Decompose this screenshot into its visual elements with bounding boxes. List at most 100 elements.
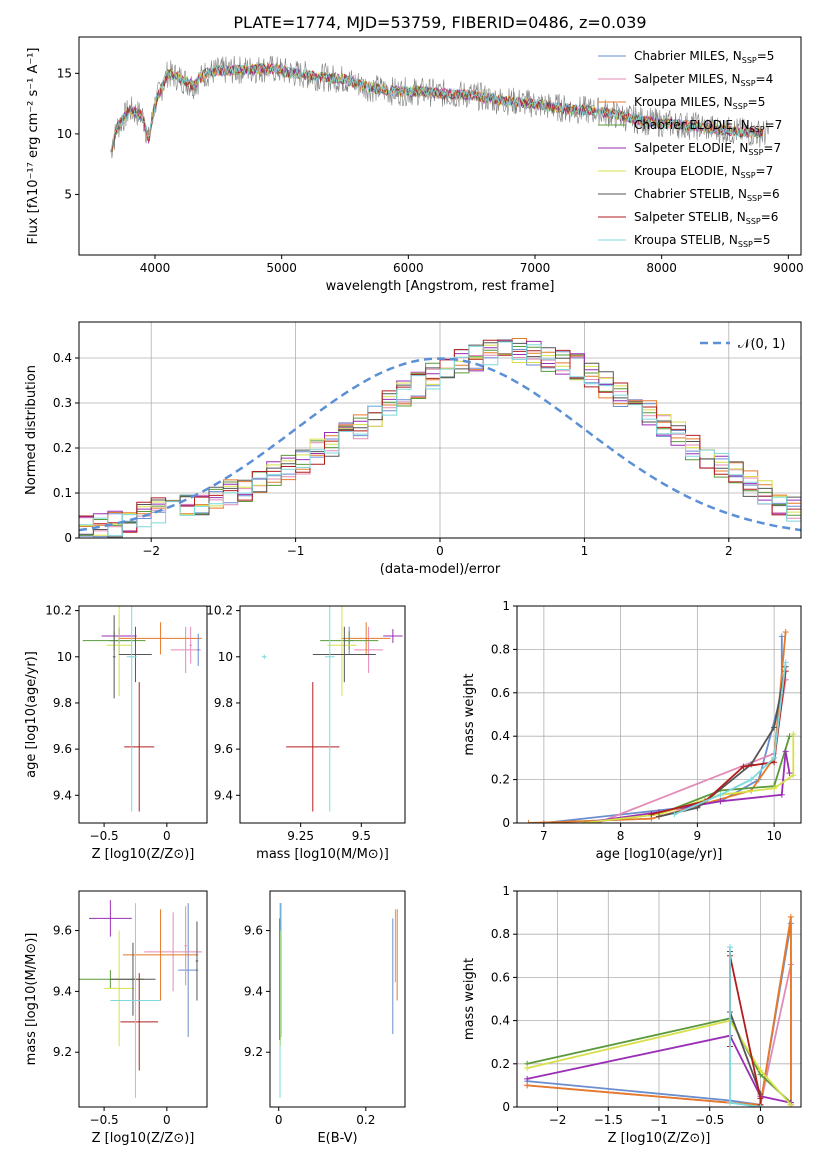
weight-point-marker — [727, 944, 733, 951]
axes-frame — [516, 605, 802, 824]
weight-point-marker — [757, 1095, 764, 1102]
y-axis-label: Flux [fλ10⁻¹⁷ erg cm⁻² s⁻¹ A⁻¹] — [26, 48, 41, 245]
y-tick-label: 15 — [57, 66, 72, 80]
weight-series-line — [582, 751, 791, 823]
weight-point-marker — [782, 629, 789, 636]
panel-weight_vs_Z: −2 −1.5 −1 −0.5 0 0 0.2 0.4 0.6 0.8 1 Z [log10(Z/Z⊙… — [462, 884, 802, 1146]
axes-frame — [269, 890, 406, 1108]
weight-series-line — [543, 636, 783, 823]
x-axis-label: wavelength [Angstrom, rest frame] — [326, 279, 555, 294]
x-tick-label: 7 — [540, 829, 548, 843]
weight-point-marker — [757, 1104, 764, 1107]
y-tick-label: 9.6 — [53, 924, 72, 938]
y-tick-label: 5 — [64, 187, 72, 201]
axes-frame — [78, 321, 802, 539]
y-tick-label: 9.6 — [214, 742, 233, 756]
x-tick-label: −2 — [549, 1113, 567, 1127]
x-tick-label: 7000 — [520, 261, 551, 275]
plot-area — [110, 55, 770, 159]
x-tick-label: −1.5 — [594, 1113, 623, 1127]
weight-series-line — [526, 1019, 792, 1106]
y-tick-label: 9.2 — [53, 1045, 72, 1059]
weight-point-marker — [790, 772, 797, 779]
x-tick-label: 2 — [725, 544, 733, 558]
weight-point-marker — [656, 813, 662, 820]
y-tick-label: 9.4 — [214, 788, 233, 802]
weight-point-marker — [717, 791, 724, 798]
x-axis-label: mass [log10(M/M⊙)] — [256, 847, 389, 862]
weight-point-marker — [524, 1065, 531, 1072]
x-tick-label: 8000 — [646, 261, 677, 275]
panel-weight_vs_age: 7 8 9 10 0 0.2 0.4 0.6 0.8 1 age [log10(age/yr)] ma… — [462, 599, 802, 862]
y-tick-label: 9.6 — [244, 924, 263, 938]
y-tick-label: 0.8 — [491, 642, 510, 656]
axes-frame — [78, 890, 208, 1108]
weight-point-marker — [782, 659, 789, 666]
plot-area — [82, 606, 202, 812]
x-axis-label: (data-model)/error — [380, 562, 501, 577]
x-tick-label: 9 — [694, 829, 702, 843]
legend-entry-label: Kroupa STELIB, NSSP=5 — [634, 233, 771, 249]
legend-entry-label: Chabrier ELODIE, NSSP=7 — [634, 118, 782, 134]
weight-point-marker — [727, 1099, 733, 1106]
weight-series-line — [582, 734, 795, 823]
weight-point-marker — [778, 633, 785, 640]
axes-frame — [516, 890, 802, 1108]
weight-point-marker — [740, 763, 747, 770]
panel-spectrum: 4000 5000 6000 7000 8000 9000 5 10 15 wavelength … — [26, 36, 804, 294]
panel-residuals: −2 −1 0 1 2 0 0.1 0.2 0.3 0.4 (data-model)/error No… — [24, 321, 802, 577]
weight-point-marker — [782, 748, 789, 755]
y-tick-label: 0.2 — [491, 1057, 510, 1071]
y-axis-label: mass [log10(M/M⊙)] — [24, 933, 39, 1066]
x-tick-label: 6000 — [393, 261, 424, 275]
y-tick-label: 9.6 — [53, 742, 72, 756]
y-axis-label: Normed distribution — [24, 365, 39, 495]
weight-point-marker — [757, 1067, 764, 1074]
y-tick-label: 0 — [502, 816, 510, 830]
x-tick-label: 1 — [581, 544, 589, 558]
legend-entry-label: Salpeter MILES, NSSP=4 — [634, 72, 773, 88]
panel-age_vs_mass: 9.25 9.5 9.4 9.6 9.8 10 10.2 mass [log10(M/M⊙)] — [206, 604, 406, 862]
y-tick-label: 10 — [218, 650, 233, 664]
plot-area — [79, 338, 801, 538]
weight-point-marker — [790, 731, 797, 738]
y-tick-label: 9.4 — [53, 788, 72, 802]
y-tick-label: 0.2 — [53, 441, 72, 455]
x-tick-label: 9.5 — [352, 829, 371, 843]
x-tick-label: 9000 — [773, 261, 804, 275]
weight-point-marker — [778, 791, 785, 798]
y-tick-label: 9.4 — [244, 984, 263, 998]
y-tick-label: 9.2 — [244, 1045, 263, 1059]
y-tick-label: 0.4 — [53, 351, 72, 365]
legend-entry-label: Chabrier STELIB, NSSP=6 — [634, 187, 780, 203]
histogram-series — [79, 341, 801, 538]
x-tick-label: −1 — [650, 1113, 668, 1127]
x-tick-label: 0 — [163, 829, 171, 843]
weight-point-marker — [771, 724, 778, 731]
weight-series-line — [729, 947, 761, 1107]
weight-point-marker — [524, 1082, 531, 1089]
x-tick-label: 4000 — [140, 261, 171, 275]
plot-area — [279, 903, 398, 1098]
weight-point-marker — [525, 820, 532, 823]
x-axis-label: Z [log10(Z/Z⊙)] — [608, 1131, 711, 1146]
model-spectrum-line — [111, 62, 764, 147]
axes-frame — [239, 605, 406, 824]
panel-mass_vs_EBV: 0 0.2 9.2 9.4 9.6 E(B-V) — [244, 890, 406, 1146]
weight-point-marker — [671, 811, 678, 818]
y-tick-label: 10 — [57, 650, 72, 664]
y-tick-label: 9.4 — [53, 984, 72, 998]
y-tick-label: 9.8 — [53, 696, 72, 710]
y-tick-label: 0.3 — [53, 396, 72, 410]
weight-point-marker — [771, 754, 778, 761]
gaussian-curve — [79, 357, 801, 532]
legend-entry-label: Salpeter ELODIE, NSSP=7 — [634, 141, 781, 157]
axes-frame — [78, 605, 208, 824]
model-spectrum-line — [111, 63, 764, 152]
weight-point-marker — [694, 804, 701, 811]
legend-entry-label: Kroupa MILES, NSSP=5 — [634, 95, 765, 111]
panel-age_vs_Z: −0.5 0 9.4 9.6 9.8 10 10.2 Z [log10(Z/Z⊙)] age [… — [24, 604, 208, 862]
y-tick-label: 1 — [502, 884, 510, 898]
plot-area — [261, 606, 403, 812]
